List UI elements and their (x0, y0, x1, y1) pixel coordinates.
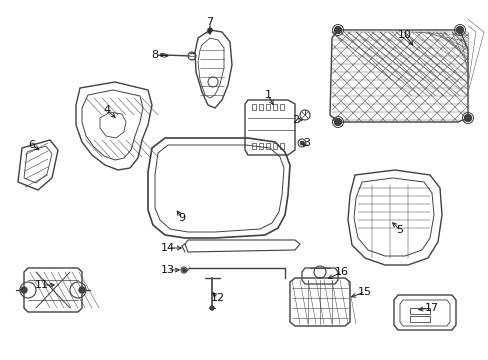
Circle shape (207, 28, 212, 32)
Text: 9: 9 (178, 213, 185, 223)
Text: 15: 15 (357, 287, 371, 297)
Text: 7: 7 (206, 17, 213, 27)
Circle shape (334, 118, 341, 126)
Text: 3: 3 (303, 138, 310, 148)
Circle shape (300, 141, 303, 144)
Text: 5: 5 (396, 225, 403, 235)
Circle shape (79, 287, 85, 293)
Text: 2: 2 (292, 115, 299, 125)
Circle shape (334, 27, 341, 33)
Circle shape (21, 287, 27, 293)
Circle shape (464, 114, 470, 122)
Text: 4: 4 (103, 105, 110, 115)
Circle shape (160, 54, 163, 57)
Text: 17: 17 (424, 303, 438, 313)
Text: 1: 1 (264, 90, 271, 100)
Text: 11: 11 (35, 280, 49, 290)
Circle shape (182, 269, 185, 271)
Text: 12: 12 (210, 293, 224, 303)
Text: 10: 10 (397, 30, 411, 40)
Text: 16: 16 (334, 267, 348, 277)
Circle shape (209, 306, 214, 310)
Text: 8: 8 (151, 50, 158, 60)
Circle shape (456, 27, 463, 33)
Text: 6: 6 (28, 140, 36, 150)
Text: 13: 13 (161, 265, 175, 275)
Text: 14: 14 (161, 243, 175, 253)
